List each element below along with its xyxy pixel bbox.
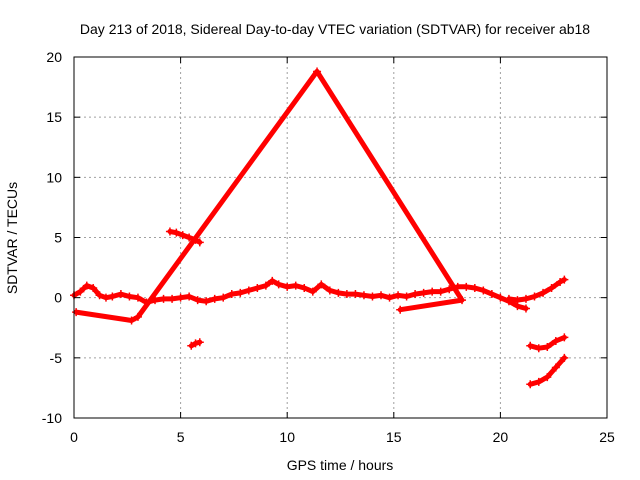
y-tick-label: 10 [46, 169, 62, 185]
series-lower-arc-2 [526, 353, 569, 389]
x-axis-ticks: 0 5 10 15 20 25 [70, 57, 615, 445]
y-axis-ticks: -10 -5 0 5 10 15 20 [42, 49, 607, 426]
x-tick-label: 20 [493, 429, 509, 445]
series-upper-arc [504, 275, 569, 305]
x-axis-label: GPS time / hours [287, 457, 394, 473]
series-main-band [70, 276, 530, 313]
chart-title: Day 213 of 2018, Sidereal Day-to-day VTE… [80, 21, 590, 37]
series-short-segments [72, 67, 467, 325]
series-trace [71, 278, 529, 311]
y-axis-label: SDTVAR / TECUs [4, 182, 20, 294]
y-tick-label: 20 [46, 49, 62, 65]
x-tick-label: 10 [279, 429, 295, 445]
y-tick-label: 0 [54, 290, 62, 306]
x-tick-label: 5 [177, 429, 185, 445]
series-trace [73, 68, 465, 323]
series-lower-arc-1 [526, 333, 569, 353]
x-tick-label: 15 [386, 429, 402, 445]
x-tick-label: 0 [70, 429, 78, 445]
series-segment-near-5h-low [187, 338, 204, 350]
y-tick-label: 15 [46, 109, 62, 125]
x-tick-label: 25 [599, 429, 615, 445]
series-trace [506, 277, 567, 303]
grid-lines [74, 57, 607, 418]
data-points [70, 67, 569, 389]
y-tick-label: -10 [42, 410, 62, 426]
y-tick-label: 5 [54, 230, 62, 246]
series-trace [527, 334, 567, 351]
series-trace [188, 339, 203, 349]
y-tick-label: -5 [50, 350, 63, 366]
series-trace [527, 355, 567, 387]
